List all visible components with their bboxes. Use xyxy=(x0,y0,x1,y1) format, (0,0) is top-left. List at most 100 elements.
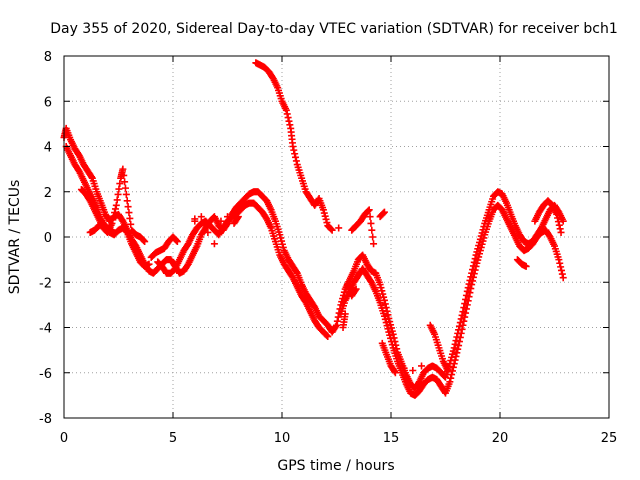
data-point xyxy=(400,364,408,372)
data-point xyxy=(476,247,484,255)
data-point xyxy=(480,234,488,242)
data-point xyxy=(234,214,242,222)
data-point xyxy=(476,250,484,258)
data-point xyxy=(559,274,567,282)
x-tick-label: 10 xyxy=(274,431,291,446)
data-point xyxy=(333,321,340,329)
data-point xyxy=(479,237,487,245)
data-point xyxy=(457,329,465,337)
data-point xyxy=(217,217,225,225)
data-point xyxy=(276,231,284,239)
data-point xyxy=(447,374,455,382)
data-point xyxy=(370,240,378,248)
data-point xyxy=(141,238,149,246)
data-point xyxy=(120,171,128,179)
data-point xyxy=(366,213,374,221)
data-point xyxy=(292,268,300,276)
x-axis-label: GPS time / hours xyxy=(277,458,394,474)
data-point xyxy=(451,356,459,364)
data-point xyxy=(319,206,327,214)
data-point xyxy=(351,286,359,294)
data-point xyxy=(111,205,119,213)
data-point xyxy=(387,334,395,342)
data-point xyxy=(470,270,478,278)
x-tick-label: 0 xyxy=(60,431,68,446)
data-point xyxy=(283,110,291,118)
data-point xyxy=(382,319,390,327)
data-point xyxy=(473,259,481,267)
data-point xyxy=(448,371,456,379)
data-point xyxy=(114,190,122,198)
data-point xyxy=(278,240,286,248)
x-tick-label: 20 xyxy=(492,431,509,446)
data-point xyxy=(322,215,330,223)
data-point xyxy=(451,340,459,348)
data-point xyxy=(279,243,287,251)
data-point xyxy=(191,217,199,225)
data-point xyxy=(455,342,463,350)
data-point xyxy=(459,321,467,329)
data-point xyxy=(446,378,454,386)
data-point xyxy=(554,218,562,226)
data-point xyxy=(456,333,464,341)
data-point xyxy=(172,237,180,245)
data-point xyxy=(121,178,129,186)
data-point xyxy=(234,213,242,221)
data-point xyxy=(116,180,124,188)
data-point xyxy=(452,337,460,345)
data-point xyxy=(390,367,398,375)
data-point xyxy=(472,262,480,270)
data-point xyxy=(464,297,472,305)
data-point xyxy=(115,185,123,193)
y-tick-label: 0 xyxy=(44,231,52,246)
data-point xyxy=(380,209,388,217)
data-point xyxy=(108,219,116,227)
data-point xyxy=(386,331,394,339)
data-point xyxy=(110,212,118,220)
data-point xyxy=(444,366,452,374)
data-point xyxy=(557,266,565,274)
data-points xyxy=(60,59,567,399)
data-point xyxy=(556,225,564,233)
data-point xyxy=(381,300,389,308)
grid xyxy=(64,56,609,418)
data-point xyxy=(119,165,127,173)
data-point xyxy=(387,338,395,346)
data-point xyxy=(555,256,563,264)
series-trace-a xyxy=(60,124,567,393)
data-point xyxy=(380,312,388,320)
data-point xyxy=(341,310,349,318)
y-axis-label: SDTVAR / TECUs xyxy=(7,180,23,295)
data-point xyxy=(386,318,394,326)
data-point xyxy=(333,317,341,325)
data-point xyxy=(289,143,297,150)
data-point xyxy=(391,369,399,377)
data-point xyxy=(385,328,393,336)
data-point xyxy=(323,332,331,340)
chart-title: Day 355 of 2020, Sidereal Day-to-day VTE… xyxy=(50,21,618,37)
data-point xyxy=(368,226,376,234)
data-point xyxy=(109,216,117,224)
data-point xyxy=(121,184,129,192)
data-point xyxy=(380,293,388,301)
data-point xyxy=(462,305,470,313)
data-point xyxy=(376,281,384,289)
data-point xyxy=(450,360,458,368)
data-point xyxy=(292,157,300,165)
data-point xyxy=(461,313,469,321)
data-point xyxy=(388,341,396,349)
x-tick-label: 15 xyxy=(383,431,400,446)
data-point xyxy=(522,262,530,270)
data-point xyxy=(369,233,377,241)
data-point xyxy=(387,324,395,332)
data-point xyxy=(379,290,387,298)
data-point xyxy=(291,150,299,158)
y-tick-label: 8 xyxy=(44,50,52,65)
data-point xyxy=(556,259,564,267)
data-point xyxy=(557,263,565,271)
data-point xyxy=(364,207,372,215)
data-point xyxy=(468,281,476,289)
series-trace-b xyxy=(62,143,567,399)
y-tick-label: -6 xyxy=(39,367,52,382)
y-tick-label: -4 xyxy=(39,322,52,337)
